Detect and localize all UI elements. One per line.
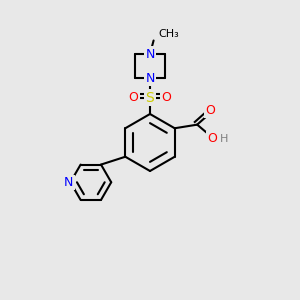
Text: S: S xyxy=(146,91,154,104)
Text: N: N xyxy=(64,176,74,189)
Text: O: O xyxy=(129,91,138,104)
Text: H: H xyxy=(220,134,228,144)
Text: N: N xyxy=(145,47,155,61)
Text: O: O xyxy=(206,104,216,117)
Text: O: O xyxy=(162,91,171,104)
Text: O: O xyxy=(207,132,217,145)
Text: N: N xyxy=(145,71,155,85)
Text: CH₃: CH₃ xyxy=(158,29,179,39)
